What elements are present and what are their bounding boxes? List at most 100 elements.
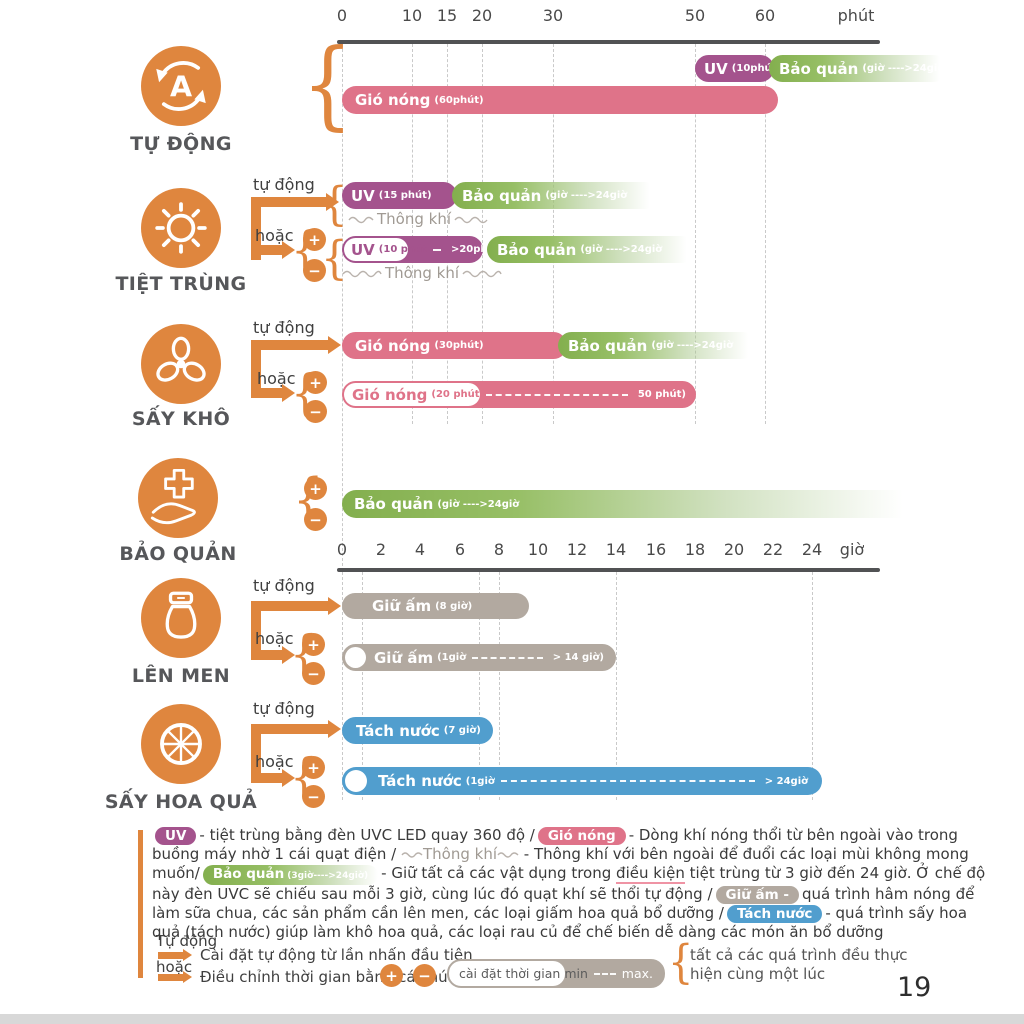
- keep-warm-pill: Giữ ấm (8 giờ): [342, 593, 529, 619]
- arrow-bar: [251, 724, 328, 734]
- hour-tick-label: 20: [723, 540, 745, 559]
- plus-button-icon: +: [304, 371, 327, 394]
- pill-label: Giữ ấm: [374, 648, 434, 667]
- arrow-connector: [251, 601, 261, 660]
- note-line: hiện cùng một lúc: [690, 965, 826, 983]
- wave-icon: [342, 270, 382, 278]
- page-edge-strip: [0, 1014, 1024, 1024]
- legend-text: - Dòng khí nóng thổi từ bên ngoài vào tr…: [152, 826, 958, 863]
- arrow-bar: [251, 197, 326, 207]
- gridline: [616, 572, 617, 800]
- hot-air-pill: Gió nóng (60phút): [342, 86, 778, 114]
- pill-detail: (3giờ---->24giờ): [287, 870, 369, 881]
- arrow-bar: [251, 650, 282, 660]
- mode-label-dry: SẤY KHÔ: [131, 408, 231, 430]
- pill-label: Tách nước: [736, 905, 813, 922]
- legend-accent-bar: [138, 830, 143, 978]
- pill-label: Bảo quản: [212, 865, 285, 882]
- arrow-head: [326, 193, 339, 211]
- arrow-head: [282, 646, 295, 664]
- arrow-connector: [251, 340, 261, 398]
- pill-detail: (giờ ---->24giờ: [580, 244, 663, 255]
- store-pill: Bảo quản (giờ ---->24giờ: [487, 236, 695, 263]
- auto-mode-label: tự động: [253, 175, 315, 194]
- gridline: [342, 44, 343, 566]
- hand-plus-icon: [138, 458, 218, 538]
- gridline: [553, 44, 554, 424]
- arrow-head: [328, 597, 341, 615]
- gridline: [765, 44, 766, 424]
- manual-arrow: [251, 641, 295, 669]
- range-dashes: [485, 393, 628, 396]
- uv-pill: UV (15 phút): [342, 182, 457, 209]
- pill-label: UV: [351, 240, 375, 259]
- range-start: cài đặt thời gian min: [459, 966, 588, 981]
- or-mode-label: hoặc: [255, 226, 294, 245]
- minute-tick-label: 10: [401, 6, 423, 25]
- range-start: (20 phút: [431, 389, 480, 400]
- range-min-cap: [449, 961, 565, 986]
- arrow-connector: [251, 197, 261, 260]
- plus-button-icon: +: [303, 228, 326, 251]
- hour-tick-label: 22: [762, 540, 784, 559]
- store-pill: Bảo quản (giờ ---->24giờ: [558, 332, 756, 359]
- auto-arrow: [251, 592, 341, 620]
- hour-tick-label: 4: [414, 540, 426, 559]
- pill-detail: (8 giờ): [435, 600, 473, 612]
- hour-tick-label: 14: [605, 540, 627, 559]
- store-legend-pill: Bảo quản (3giờ---->24giờ): [202, 864, 379, 885]
- range-start: (1giờ: [437, 652, 467, 663]
- underlined-text: điều kiện: [616, 863, 685, 884]
- pill-label: Gió nóng: [355, 336, 431, 355]
- hour-tick-label: 12: [566, 540, 588, 559]
- arrow-head: [328, 336, 341, 354]
- range-end: > 24giờ: [764, 775, 808, 787]
- plus-button-icon: +: [302, 756, 325, 779]
- arrow-head: [282, 769, 295, 787]
- minute-tick-label: 50: [684, 6, 706, 25]
- pill-detail: (giờ ---->24giờ: [862, 63, 945, 74]
- minute-tick-label: 30: [542, 6, 564, 25]
- pill-detail: (giờ ---->24giờ: [437, 498, 520, 510]
- dehydrate-range-pill: Tách nước (1giờ > 24giờ: [342, 767, 822, 795]
- arrow-bar: [158, 951, 183, 959]
- range-start: (10 phút: [378, 244, 427, 255]
- page-number: 19: [897, 972, 932, 1003]
- pill-label: Gió nóng: [352, 385, 428, 404]
- or-mode-label: hoặc: [255, 629, 294, 648]
- minute-tick-label: 60: [754, 6, 776, 25]
- minmax-range-pill: cài đặt thời gian min max.: [447, 959, 665, 988]
- minus-button-icon: −: [304, 400, 327, 423]
- auto-arrow: [251, 188, 339, 216]
- mode-label-fruit-dry: SẤY HOA QUẢ: [104, 791, 258, 813]
- arrow-head: [183, 971, 192, 983]
- gridline: [499, 572, 500, 800]
- dehydrate-legend-pill: Tách nước: [726, 904, 823, 923]
- hour-tick-label: 24: [801, 540, 823, 559]
- manual-arrow: [251, 379, 295, 407]
- auto-mode-label: tự động: [253, 699, 315, 718]
- hour-tick-label: 10: [527, 540, 549, 559]
- hour-tick-label: 2: [375, 540, 387, 559]
- vent-text: Thông khí: [385, 264, 460, 282]
- plus-button-icon: +: [380, 964, 403, 987]
- gridline: [482, 44, 483, 424]
- minus-button-icon: −: [304, 508, 327, 531]
- manual-arrow: [251, 236, 295, 264]
- hour-tick-label: 0: [336, 540, 348, 559]
- store-pill: Bảo quản (giờ ---->24giờ: [342, 490, 926, 518]
- vent-text: Thông khí: [377, 210, 452, 228]
- pill-label: Bảo quản: [462, 186, 542, 205]
- hour-axis-unit: giờ: [839, 540, 865, 559]
- wave-icon: [454, 216, 488, 224]
- minute-tick-label: 0: [336, 6, 348, 25]
- pill-label: UV: [351, 186, 375, 205]
- gridline: [412, 44, 413, 424]
- uv-legend-pill: UV: [155, 827, 197, 845]
- pill-label: Bảo quản: [568, 336, 648, 355]
- minute-tick-label: 15: [436, 6, 458, 25]
- range-min-cap: [344, 238, 408, 261]
- vent-label: Thông khí: [348, 210, 488, 228]
- gridline: [695, 44, 696, 424]
